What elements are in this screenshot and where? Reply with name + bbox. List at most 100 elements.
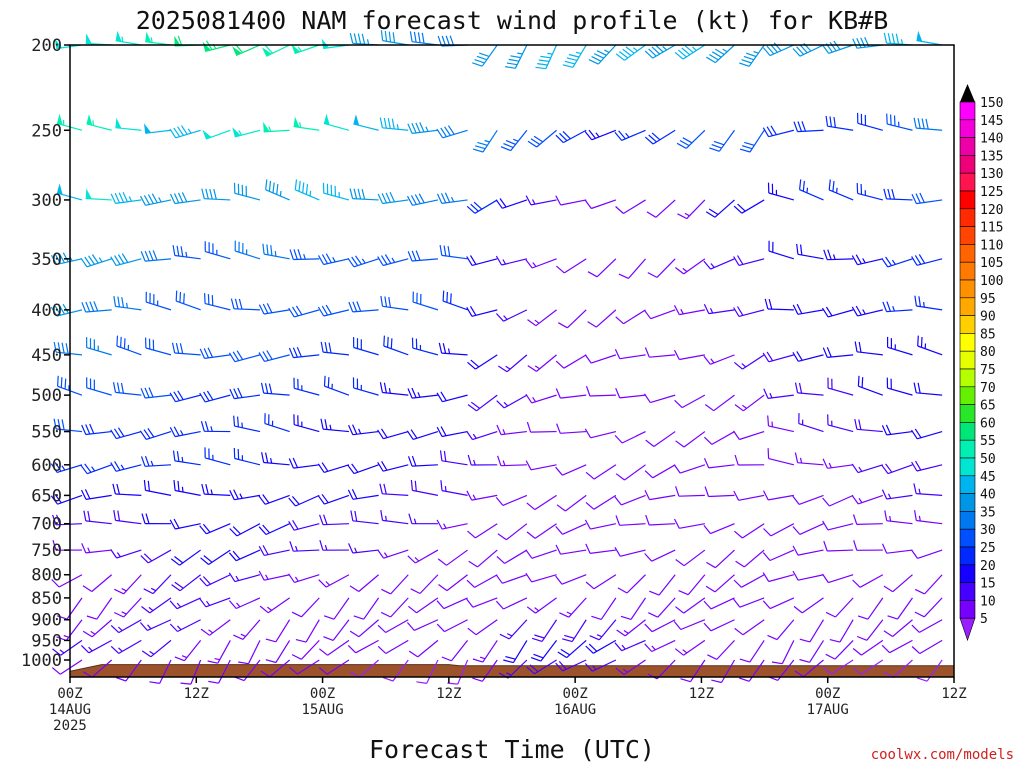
barb-flag — [644, 643, 653, 652]
barb-flag — [479, 52, 490, 57]
barb-flag — [917, 382, 921, 394]
barb-flag — [852, 38, 858, 49]
barb-staff — [797, 392, 824, 396]
barb-flag — [235, 44, 244, 53]
wind-barb — [768, 240, 795, 260]
wind-barb — [646, 199, 676, 218]
barb-flag — [82, 585, 93, 593]
barb-staff — [711, 431, 735, 445]
barb-flag — [526, 502, 536, 511]
x-tick-label: 00Z — [815, 686, 840, 702]
barb-flag — [291, 654, 302, 660]
barb-staff — [803, 659, 824, 678]
barb-flag — [622, 48, 632, 57]
wind-barb — [229, 523, 261, 537]
credit-text[interactable]: coolwx.com/models — [871, 747, 1014, 763]
wind-barb — [771, 640, 795, 665]
barb-staff — [234, 494, 261, 501]
wind-barb — [53, 341, 83, 356]
barb-staff — [683, 549, 706, 567]
barb-staff — [91, 574, 113, 592]
barb-staff — [887, 387, 913, 396]
colorbar-swatch — [959, 279, 976, 299]
barb-staff — [358, 659, 379, 678]
barb-flag — [410, 429, 418, 439]
barb-staff — [426, 659, 439, 684]
barb-flag — [822, 666, 832, 675]
barb-flag — [861, 377, 864, 388]
barb-flag — [825, 653, 836, 660]
barb-staff — [916, 305, 943, 311]
wind-barb — [379, 483, 409, 496]
barb-staff — [562, 523, 587, 535]
barb-flag — [647, 272, 658, 278]
barb-pennant — [174, 35, 181, 46]
barb-flag — [62, 252, 69, 263]
barb-flag — [615, 667, 625, 676]
barb-flag — [734, 361, 743, 370]
barb-flag — [410, 479, 413, 491]
colorbar-tick-label: 125 — [980, 185, 1003, 200]
barb-staff — [175, 129, 201, 139]
barb-staff — [385, 639, 409, 655]
barb-flag — [169, 600, 178, 610]
barb-staff — [412, 129, 438, 134]
barb-flag — [61, 419, 65, 430]
barb-flag — [62, 303, 69, 314]
barb-flag — [526, 531, 536, 539]
barb-staff — [115, 464, 142, 472]
barb-flag — [762, 127, 770, 138]
barb-staff — [600, 597, 617, 620]
barb-flag — [175, 342, 180, 354]
barb-flag — [744, 141, 755, 146]
barb-flag — [739, 658, 750, 663]
barb-flag — [172, 245, 176, 256]
y-tick-label: 650 — [31, 486, 62, 506]
wind-barb — [585, 386, 616, 397]
barb-flag — [258, 352, 266, 362]
barb-staff — [507, 659, 528, 679]
barb-flag — [614, 434, 623, 444]
wind-barb — [472, 640, 498, 663]
barb-flag — [409, 31, 413, 42]
barb-flag — [407, 251, 413, 262]
wind-barb — [584, 519, 617, 530]
barb-half-flag — [414, 556, 420, 562]
wind-barb — [229, 387, 261, 400]
barb-flag — [348, 301, 354, 313]
wind-barb — [260, 382, 290, 396]
wind-barb — [472, 44, 498, 67]
barb-half-flag — [179, 430, 184, 436]
barb-staff — [358, 574, 379, 592]
barb-staff — [718, 129, 736, 152]
wind-barb — [525, 460, 557, 471]
colorbar-tick-label: 100 — [980, 274, 1003, 289]
barb-flag — [881, 489, 888, 500]
barb-staff — [145, 129, 172, 134]
barb-staff — [886, 198, 913, 201]
barb-flag — [792, 351, 799, 362]
barb-staff — [649, 354, 676, 358]
barb-staff — [115, 493, 142, 496]
barb-flag — [54, 494, 62, 504]
wind-barb — [535, 44, 558, 70]
wind-barb — [588, 44, 617, 65]
wind-barb — [495, 597, 528, 610]
barb-staff — [159, 659, 172, 684]
barb-staff — [858, 494, 884, 505]
barb-flag — [734, 404, 744, 412]
barb-flag — [325, 304, 333, 315]
barb-staff — [475, 354, 498, 370]
colorbar-tick-label: 90 — [980, 310, 996, 325]
wind-barb — [822, 458, 854, 469]
barb-flag — [380, 295, 384, 307]
barb-staff — [620, 549, 646, 557]
barb-staff — [352, 309, 379, 313]
wind-barb — [229, 489, 261, 501]
wind-barb — [228, 549, 261, 562]
barb-staff — [264, 354, 290, 362]
barb-staff — [85, 494, 112, 500]
barb-staff — [363, 597, 380, 620]
barb-flag — [436, 392, 443, 403]
wind-barb — [380, 597, 409, 618]
